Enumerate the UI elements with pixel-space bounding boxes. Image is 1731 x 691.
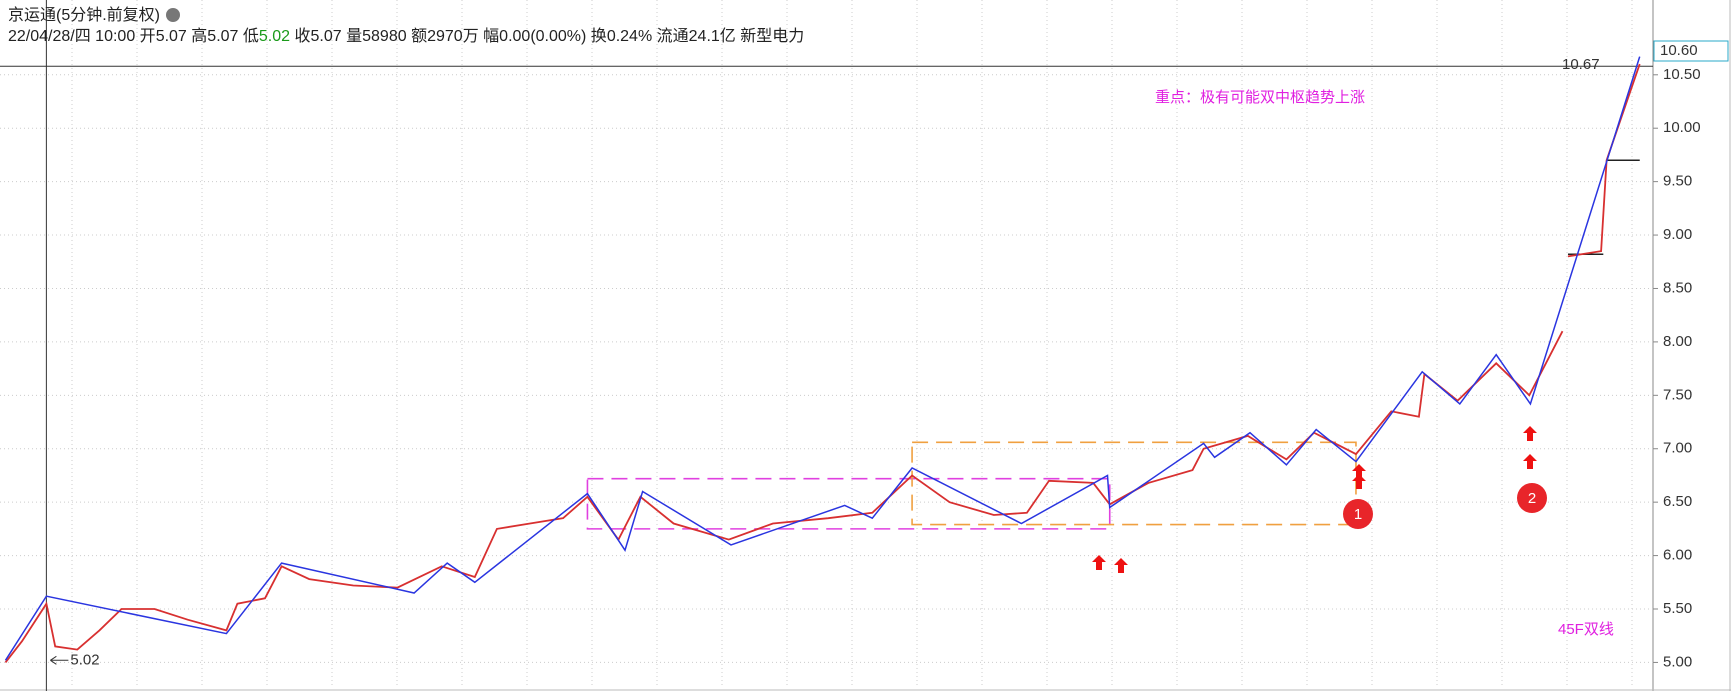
- dropdown-icon[interactable]: [166, 8, 181, 22]
- field-label: 低: [242, 28, 259, 45]
- y-tick-label: 9.00: [1663, 226, 1692, 243]
- date: 22/04/28/四 10:00: [8, 28, 136, 45]
- y-tick-label: 8.00: [1663, 333, 1692, 350]
- field-label: 额: [411, 28, 428, 45]
- price-tag-box: [1653, 40, 1729, 62]
- field-value: 0.24%: [606, 28, 653, 45]
- field-label: 高: [191, 28, 208, 45]
- field-value: 5.07: [155, 28, 187, 45]
- arrow-up: [1092, 555, 1106, 570]
- low-arrow: [50, 655, 69, 665]
- field-label: 流通: [656, 28, 689, 45]
- zone-box: [911, 441, 1357, 526]
- marker-label: 1: [1354, 506, 1362, 523]
- series-line: [4, 63, 1641, 663]
- annotation: 重点：极有可能双中枢趋势上涨: [1155, 89, 1365, 106]
- arrow-up: [1352, 464, 1366, 479]
- y-tick-label: 8.50: [1663, 279, 1692, 296]
- field-value: 5.07: [310, 28, 342, 45]
- field-value: 0.00(0.00%): [499, 28, 587, 45]
- series-line: [4, 56, 1641, 661]
- field-label: 收: [294, 28, 311, 45]
- marker-circle: [1343, 499, 1373, 529]
- field-value: 5.02: [258, 28, 291, 45]
- marker-circle: [1517, 483, 1547, 513]
- field-value: 58980: [362, 28, 407, 45]
- price-tag: 10.60: [1660, 42, 1698, 59]
- low-label: 5.02: [70, 651, 99, 668]
- arrow-up: [1523, 426, 1537, 441]
- sector: 新型电力: [740, 28, 805, 45]
- y-tick-label: 5.50: [1663, 600, 1692, 617]
- field-label: 开: [139, 28, 156, 45]
- y-tick-label: 6.00: [1663, 547, 1692, 564]
- zone-box: [586, 477, 1111, 530]
- info-row: 22/04/28/四 10:00 开5.07 高5.07 低5.02 收5.07…: [8, 26, 804, 47]
- y-tick-label: 6.50: [1663, 493, 1692, 510]
- field-label: 量: [346, 28, 363, 45]
- field-value: 2970万: [427, 28, 479, 45]
- y-tick-label: 7.50: [1663, 386, 1692, 403]
- field-value: 5.07: [207, 28, 239, 45]
- arrow-up: [1523, 454, 1537, 469]
- field-label: 幅: [483, 28, 500, 45]
- y-tick-label: 10.00: [1663, 119, 1701, 136]
- header: 京运通(5分钟.前复权) 22/04/28/四 10:00 开5.07 高5.0…: [8, 5, 804, 47]
- high-label: 10.67: [1562, 56, 1600, 73]
- marker-label: 2: [1528, 490, 1536, 507]
- arrow-up: [1352, 474, 1366, 489]
- y-tick-label: 7.00: [1663, 440, 1692, 457]
- title: 京运通(5分钟.前复权): [8, 7, 161, 24]
- y-tick-label: 9.50: [1663, 173, 1692, 190]
- title-row: 京运通(5分钟.前复权): [8, 5, 804, 26]
- field-value: 24.1亿: [688, 28, 736, 45]
- y-tick-label: 10.50: [1663, 66, 1701, 83]
- field-label: 换: [590, 28, 607, 45]
- annotation: 45F双线: [1558, 621, 1614, 638]
- y-tick-label: 5.00: [1663, 653, 1692, 670]
- arrow-up: [1114, 558, 1128, 573]
